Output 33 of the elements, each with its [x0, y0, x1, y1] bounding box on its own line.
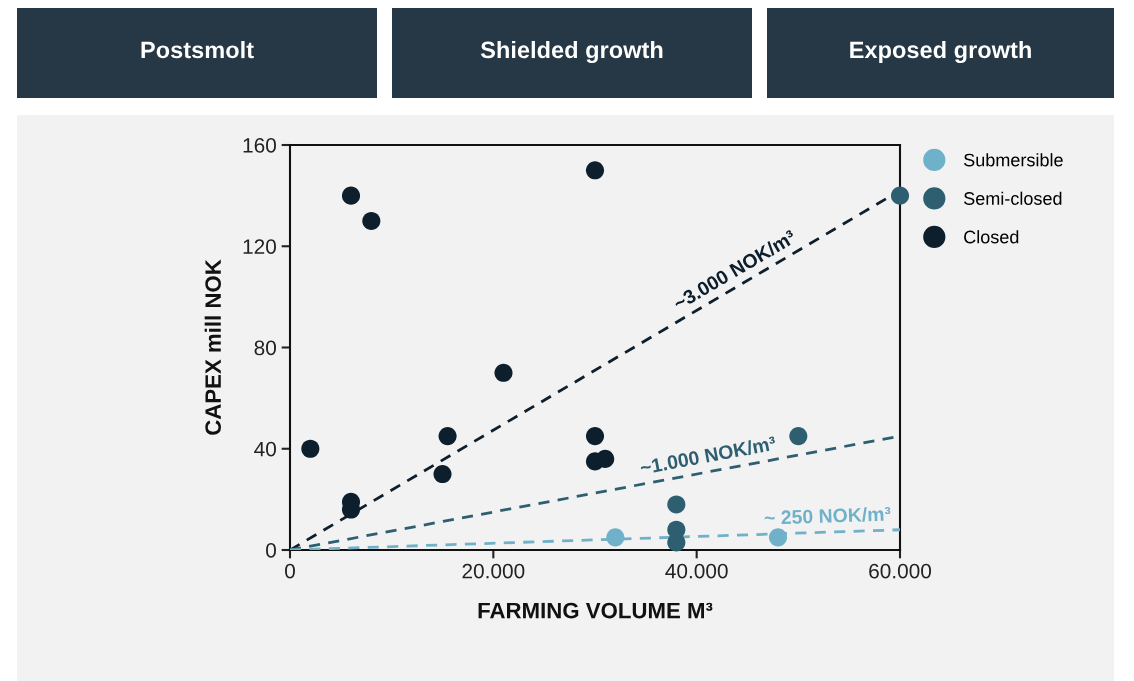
point	[596, 449, 615, 468]
y-tick-label: 0	[266, 543, 276, 558]
point	[585, 427, 605, 446]
y-tick-label: 160	[243, 138, 276, 153]
y-tick-label: 120	[243, 239, 276, 254]
point	[362, 211, 381, 230]
x-tick-label: 60.000	[869, 563, 932, 579]
point	[438, 427, 457, 446]
x-tick-label: 0	[285, 563, 295, 579]
y-tick-label: 40	[254, 441, 276, 457]
point	[890, 186, 910, 205]
text: Postsmolt	[141, 41, 254, 59]
x-axis-title: FARMING VOLUME M³	[478, 602, 713, 619]
annotation: ~ 250 NOK/m³	[764, 506, 891, 526]
point	[606, 528, 625, 547]
y-tick-label: 80	[254, 340, 276, 356]
y-axis-title: CAPEX mill NOK	[204, 259, 221, 435]
x-tick-label: 20.000	[462, 563, 525, 579]
point	[585, 161, 605, 180]
x-tick-label: 40.000	[665, 563, 728, 579]
legend-label: Semi-closed	[964, 191, 1062, 205]
text: Exposed growth	[850, 40, 1031, 64]
point	[301, 439, 320, 458]
annotation: ~1.000 NOK/m³	[639, 435, 777, 475]
point	[433, 465, 452, 484]
text: Shielded growth	[480, 40, 663, 64]
point	[341, 186, 361, 205]
point	[667, 495, 686, 514]
point	[768, 528, 788, 547]
legend-label: Submersible	[964, 153, 1063, 167]
legend-label: Closed	[964, 230, 1019, 244]
point	[789, 427, 808, 446]
point	[494, 363, 513, 382]
